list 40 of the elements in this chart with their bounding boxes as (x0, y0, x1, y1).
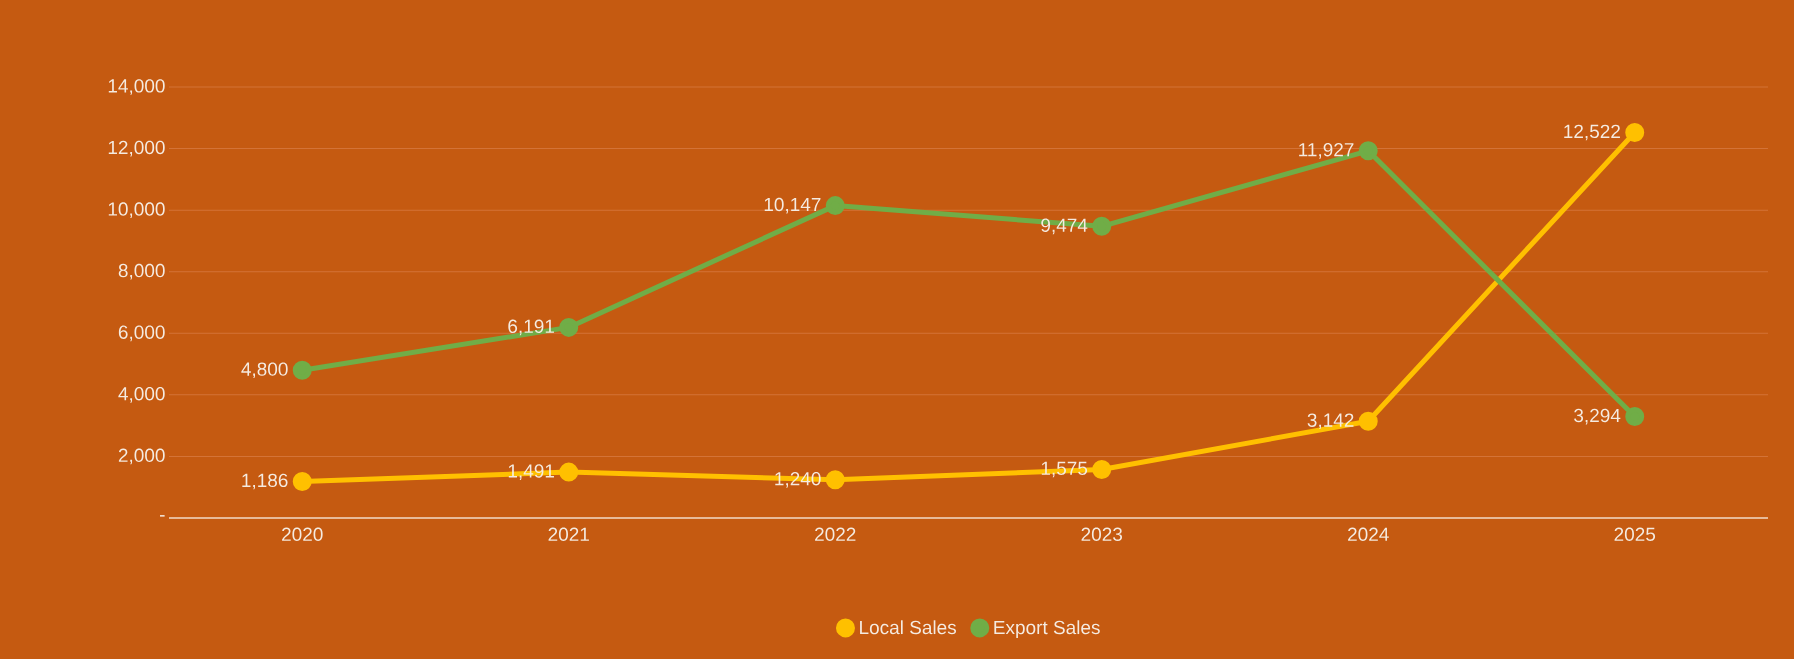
legend-label: Local Sales (860, 620, 957, 635)
point (559, 462, 579, 482)
point (559, 317, 579, 337)
y-tick-label: 8,000 (118, 263, 165, 280)
data-label: 10,147 (764, 197, 821, 214)
x-tick-label: 2021 (548, 527, 589, 541)
point (1625, 123, 1645, 142)
y-tick-label: 10,000 (108, 202, 165, 218)
data-label: 3,294 (1574, 408, 1621, 425)
data-label: 12,522 (1564, 124, 1620, 141)
y-tick-label: 12,000 (108, 140, 165, 157)
y-tick-label: 6,000 (118, 325, 165, 342)
data-label: 1,240 (775, 471, 821, 488)
data-label: 1,575 (1041, 461, 1088, 478)
point (292, 360, 312, 380)
x-tick-label: 2022 (815, 527, 856, 541)
y-tick-label: 14,000 (108, 79, 165, 95)
legend-label: Export Sales (994, 620, 1100, 638)
point (825, 470, 845, 490)
point (1092, 460, 1112, 480)
x-tick-label: 2025 (1614, 527, 1656, 541)
y-tick-label: 2,000 (118, 448, 165, 465)
point (825, 196, 845, 216)
data-label: 1,186 (242, 473, 288, 490)
x-tick-label: 2024 (1348, 527, 1389, 541)
point (1358, 141, 1378, 161)
point (1358, 411, 1378, 431)
data-label: 3,142 (1307, 413, 1354, 430)
point (1092, 216, 1112, 236)
x-tick-label: 2020 (282, 527, 323, 541)
data-label: 6,191 (508, 319, 554, 336)
point (1625, 407, 1645, 427)
data-label: 1,491 (508, 464, 554, 480)
y-tick-label: 4,000 (118, 387, 165, 403)
data-label: 4,800 (241, 362, 288, 379)
point (292, 471, 312, 491)
data-label: 11,927 (1299, 142, 1354, 159)
y-tick-label: - (159, 515, 165, 517)
data-label: 9,474 (1041, 218, 1088, 235)
x-tick-label: 2023 (1081, 527, 1123, 541)
